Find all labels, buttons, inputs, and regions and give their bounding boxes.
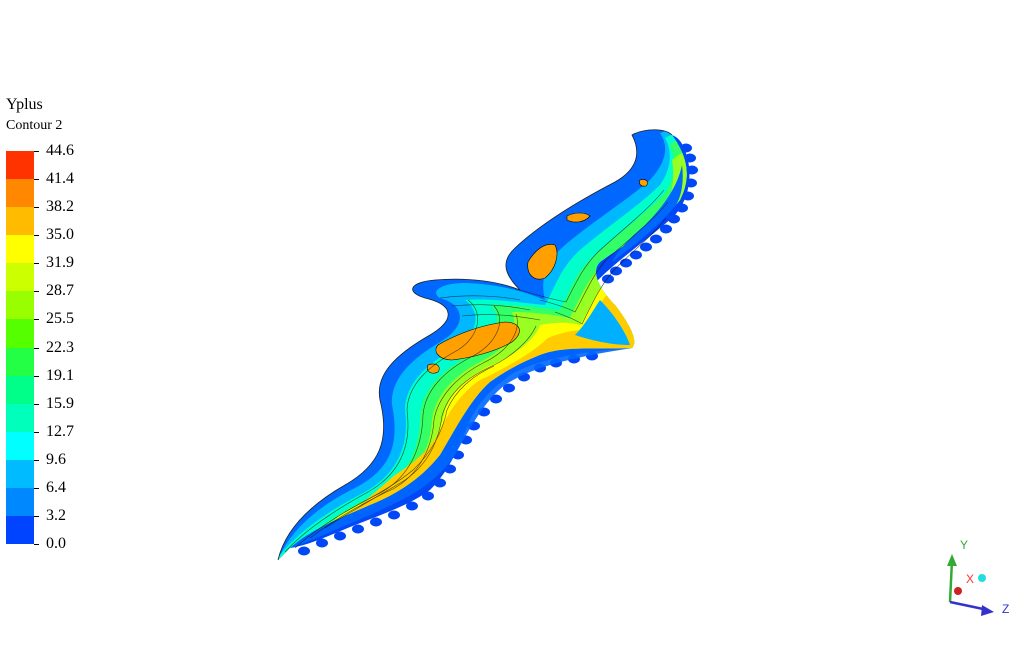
edge-serration <box>682 191 694 201</box>
viewpoint-sphere <box>978 574 986 582</box>
colorbar-tick-mark <box>34 544 39 545</box>
axis-triad: Y X Z <box>930 530 1020 630</box>
colorbar-band <box>6 179 34 208</box>
colorbar-tick-label: 31.9 <box>46 254 74 272</box>
edge-serration <box>406 501 418 511</box>
colorbar-tick-mark <box>34 319 39 321</box>
colorbar-tick-label: 12.7 <box>46 422 74 440</box>
colorbar-tick-label: 44.6 <box>46 142 74 159</box>
edge-serration <box>370 517 382 527</box>
edge-serration <box>660 224 672 234</box>
colorbar-band <box>6 403 34 432</box>
edge-serration <box>610 266 622 276</box>
edge-serration <box>630 250 642 260</box>
colorbar-tick-mark <box>34 375 39 377</box>
edge-serration <box>444 464 456 474</box>
colorbar-tick-label: 0.0 <box>46 535 66 552</box>
x-axis-dot <box>954 587 962 595</box>
colorbar-tick-mark <box>34 431 39 433</box>
colorbar-tick-label: 22.3 <box>46 338 74 356</box>
y-axis-label: Y <box>960 538 969 552</box>
edge-serration <box>298 546 310 556</box>
colorbar-tick-mark <box>34 515 39 517</box>
colorbar-tick-label: 3.2 <box>46 506 66 524</box>
colorbar-band <box>6 516 34 545</box>
colorbar-tick-mark <box>34 151 39 152</box>
contour-legend: Yplus Contour 2 44.6 41.4 38.2 35.0 31.9 28.7… <box>0 0 120 600</box>
colorbar-band <box>6 151 34 180</box>
colorbar-band <box>6 235 34 264</box>
colorbar-tick-label: 25.5 <box>46 310 74 328</box>
y-axis-arrowhead <box>947 554 957 566</box>
colorbar <box>6 151 34 545</box>
colorbar-tick-mark <box>34 403 39 405</box>
wing-outline <box>277 129 673 561</box>
edge-serration <box>668 214 680 224</box>
colorbar-tick-mark <box>34 235 39 237</box>
edge-serration <box>684 153 696 163</box>
colorbar-tick-label: 9.6 <box>46 450 66 468</box>
colorbar-tick-mark <box>34 291 39 293</box>
edge-serration <box>434 478 446 488</box>
colorbar-tick-label: 38.2 <box>46 198 74 216</box>
edge-serration <box>685 178 697 188</box>
edge-serration <box>680 143 692 153</box>
edge-serration <box>316 538 328 548</box>
colorbar-band <box>6 459 34 488</box>
edge-serration <box>650 234 662 244</box>
edge-serration <box>334 531 346 541</box>
colorbar-band <box>6 487 34 517</box>
edge-serration <box>640 242 652 252</box>
edge-serration <box>686 165 698 175</box>
colorbar-band <box>6 347 34 376</box>
edge-serration <box>388 510 400 520</box>
colorbar-tick-mark <box>34 459 39 461</box>
colorbar-tick-label: 41.4 <box>46 170 74 188</box>
axis-triad-graphic <box>947 554 994 616</box>
edge-serration <box>676 203 688 213</box>
edge-serration <box>620 258 632 268</box>
edge-serration <box>352 524 364 534</box>
colorbar-band <box>6 431 34 460</box>
colorbar-band <box>6 319 34 348</box>
wing-edge-serrations <box>298 143 698 556</box>
legend-title: Yplus <box>6 96 43 113</box>
y-axis-arrow <box>948 559 954 603</box>
x-axis-label: X <box>966 572 975 586</box>
contour-isolines <box>284 189 669 553</box>
colorbar-tick-label: 6.4 <box>46 478 66 496</box>
colorbar-tick-mark <box>34 179 39 181</box>
colorbar-tick-mark <box>34 263 39 265</box>
colorbar-tick-mark <box>34 347 39 349</box>
edge-serration <box>503 383 515 393</box>
edge-serration <box>602 274 614 284</box>
colorbar-tick-label: 35.0 <box>46 226 74 244</box>
colorbar-band <box>6 207 34 236</box>
colorbar-tick-mark <box>34 207 39 209</box>
legend-subtitle: Contour 2 <box>6 118 63 133</box>
z-axis-label: Z <box>1002 602 1010 616</box>
colorbar-band <box>6 375 34 404</box>
colorbar-tick-mark <box>34 487 39 489</box>
colorbar-band <box>6 263 34 292</box>
colorbar-band <box>6 291 34 320</box>
edge-serration <box>422 491 434 501</box>
colorbar-tick-label: 19.1 <box>46 366 74 384</box>
colorbar-tick-label: 28.7 <box>46 282 74 300</box>
colorbar-tick-label: 15.9 <box>46 394 74 412</box>
edge-serration <box>490 394 502 404</box>
z-axis-arrowhead <box>981 605 994 616</box>
